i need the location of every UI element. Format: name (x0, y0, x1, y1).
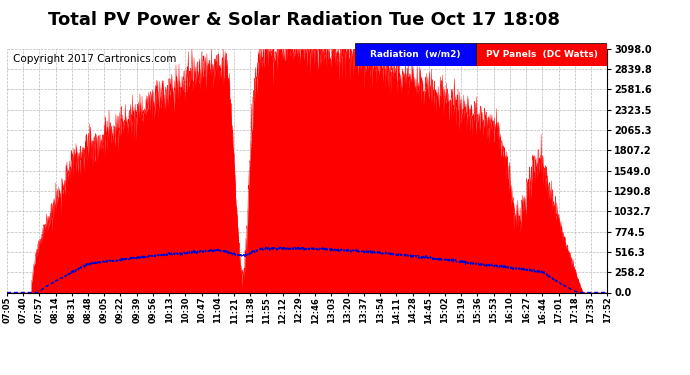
Text: Radiation  (w/m2): Radiation (w/m2) (371, 50, 461, 59)
Bar (355, 44, 476, 66)
Text: PV Panels  (DC Watts): PV Panels (DC Watts) (486, 50, 598, 59)
Text: Total PV Power & Solar Radiation Tue Oct 17 18:08: Total PV Power & Solar Radiation Tue Oct… (48, 11, 560, 29)
Text: Copyright 2017 Cartronics.com: Copyright 2017 Cartronics.com (13, 54, 176, 64)
Bar (476, 44, 607, 66)
